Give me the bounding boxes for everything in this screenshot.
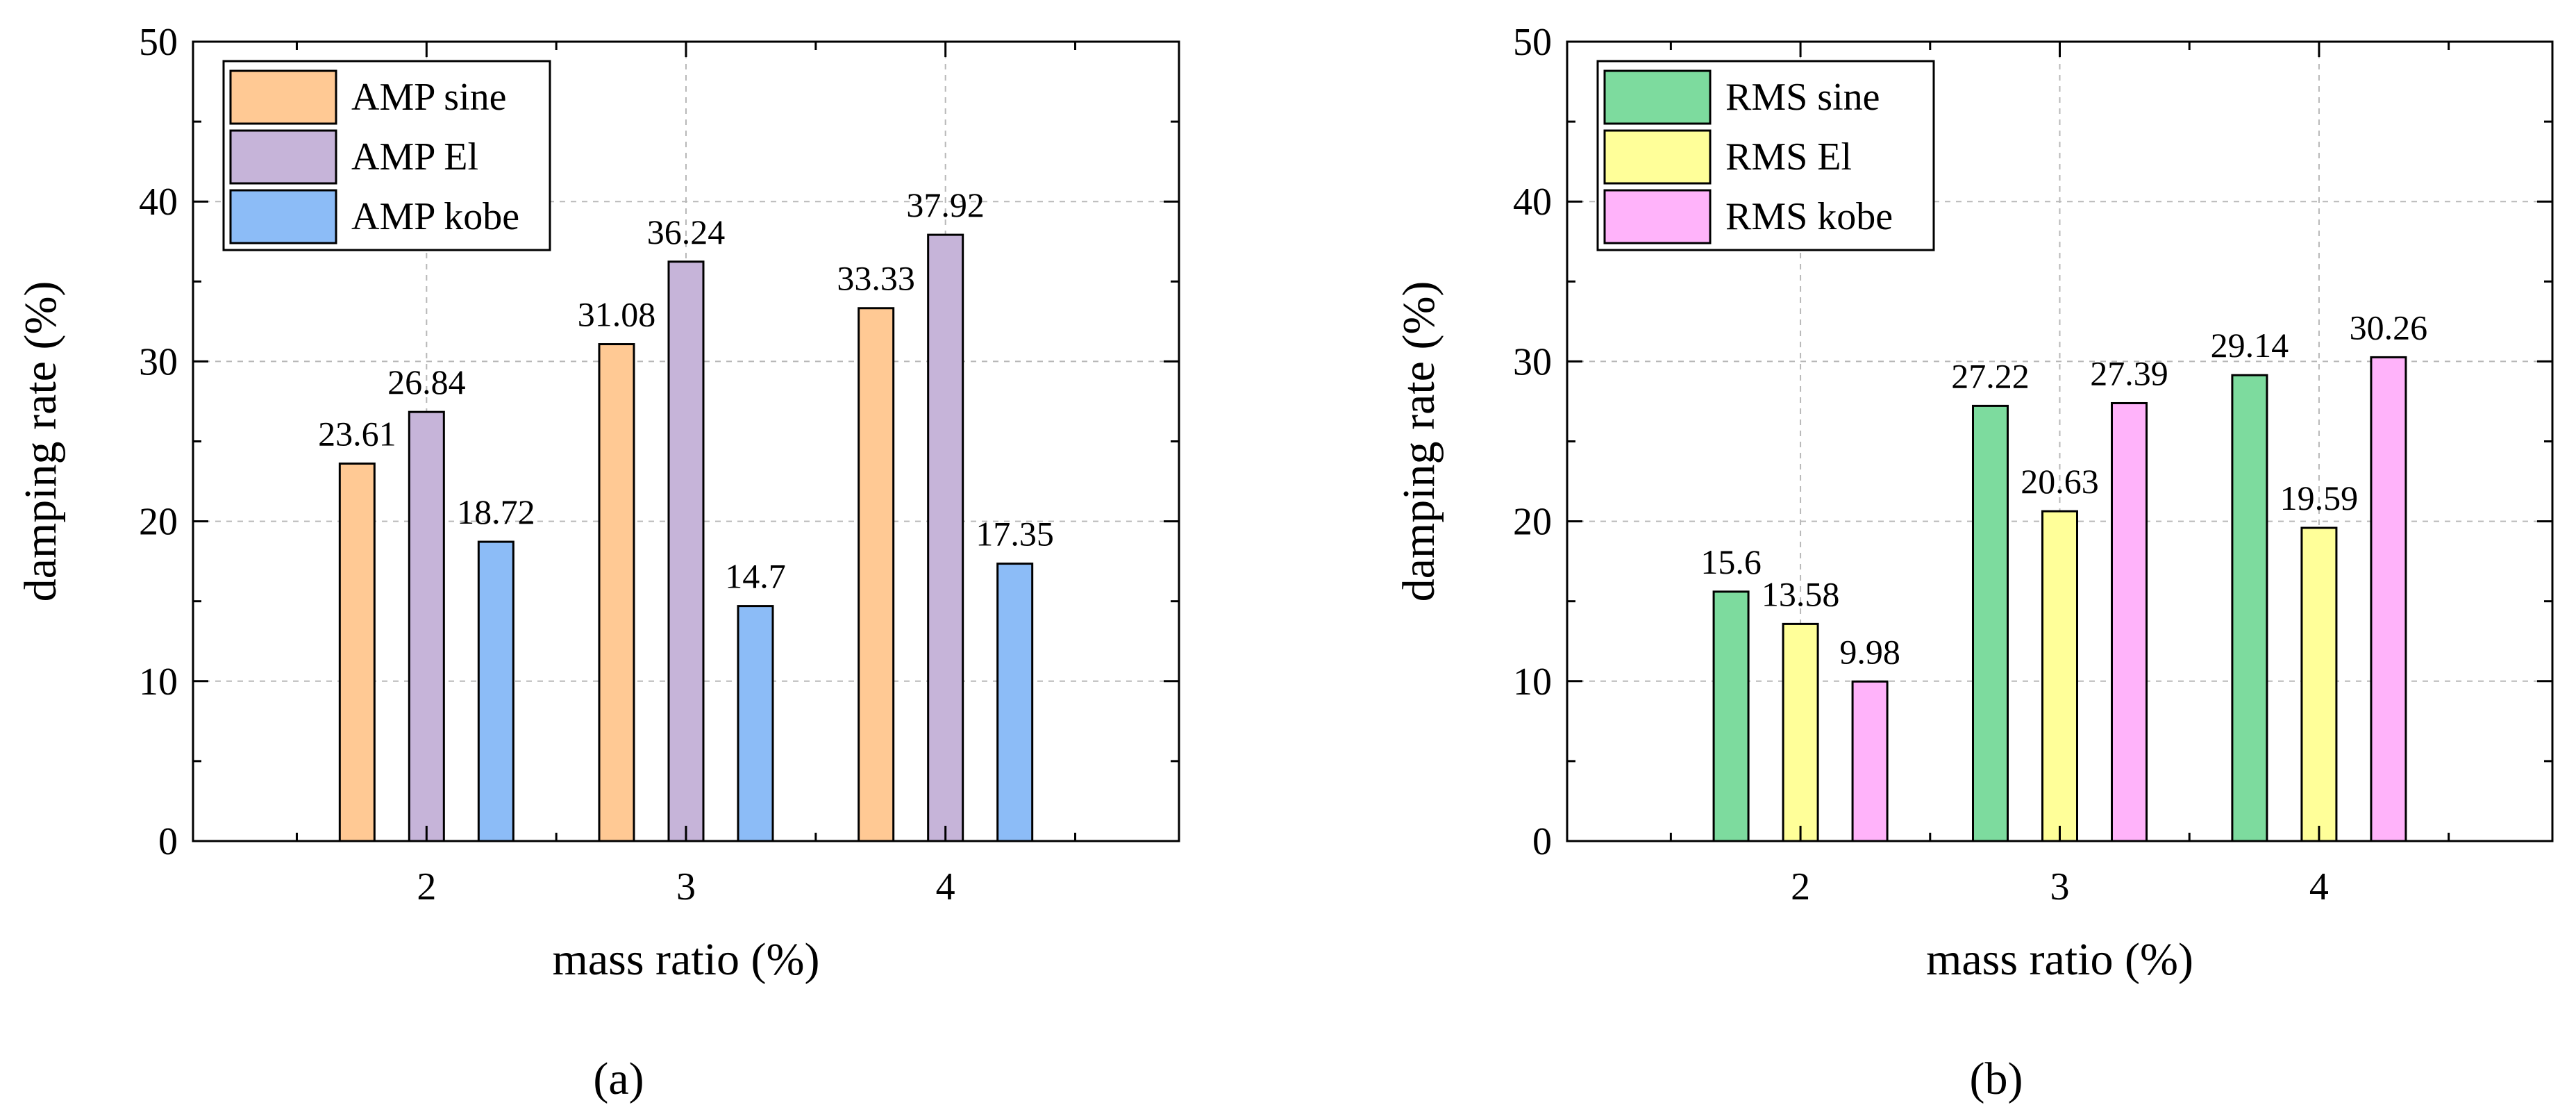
data-label: 20.63 xyxy=(2021,462,2099,501)
bar-rms-el xyxy=(1782,622,1819,842)
panel-a: 23.61 31.08 33.33 26.84 36.24 37.92 18.72 14.7 1… xyxy=(15,21,1180,1104)
y-tick-label: 20 xyxy=(1513,501,1552,544)
x-axis-title: mass ratio (%) xyxy=(1926,934,2193,985)
data-label: 29.14 xyxy=(2211,326,2289,365)
bar-rms-kobe xyxy=(1851,680,1889,842)
bar-amp-sine xyxy=(598,343,635,842)
data-label: 27.22 xyxy=(1951,356,2030,395)
data-label: 33.33 xyxy=(837,259,915,298)
x-axis-title: mass ratio (%) xyxy=(553,934,820,985)
y-tick-label: 50 xyxy=(1513,21,1552,64)
bar-rms-sine xyxy=(1712,590,1750,842)
data-label: 31.08 xyxy=(578,295,656,334)
bar-rms-el xyxy=(2041,510,2078,842)
data-label: 17.35 xyxy=(976,515,1054,554)
y-tick-label: 0 xyxy=(1532,820,1552,863)
legend-swatch xyxy=(1603,69,1712,125)
legend-entry: AMP kobe xyxy=(351,195,519,238)
legend-entry: RMS sine xyxy=(1725,76,1880,119)
panel-label: (b) xyxy=(1970,1054,2023,1104)
data-label: 23.61 xyxy=(318,414,396,453)
bar-amp-kobe xyxy=(477,540,515,842)
ticks: 0 10 20 30 40 50 2 3 4 xyxy=(139,21,1179,908)
bar-rms-sine xyxy=(1972,404,2009,842)
data-label: 9.98 xyxy=(1839,632,1900,671)
bars: 15.6 27.22 29.14 13.58 20.63 19.59 9.98 27.39 30… xyxy=(1700,308,2428,842)
data-label: 18.72 xyxy=(457,492,535,531)
bar-rms-el xyxy=(2300,526,2338,842)
y-axis-title: damping rate (%) xyxy=(15,281,66,602)
legend-entry: AMP El xyxy=(351,135,478,178)
y-tick-label: 40 xyxy=(1513,181,1552,224)
x-tick-label: 4 xyxy=(936,865,955,908)
bar-rms-kobe xyxy=(2370,356,2407,842)
legend-entry: AMP sine xyxy=(351,76,507,119)
x-tick-label: 3 xyxy=(2050,865,2070,908)
x-tick-label: 3 xyxy=(676,865,696,908)
data-label: 26.84 xyxy=(387,363,466,401)
y-tick-label: 10 xyxy=(139,660,178,704)
x-tick-label: 2 xyxy=(1791,865,1810,908)
y-axis-title: damping rate (%) xyxy=(1394,281,1444,602)
data-label: 30.26 xyxy=(2350,308,2428,347)
y-tick-label: 40 xyxy=(139,181,178,224)
data-label: 19.59 xyxy=(2280,479,2359,517)
x-tick-label: 4 xyxy=(2309,865,2329,908)
data-label: 14.7 xyxy=(725,557,786,596)
data-label: 36.24 xyxy=(647,213,726,251)
legend-swatch xyxy=(1603,129,1712,185)
bar-rms-kobe xyxy=(2111,401,2148,842)
y-tick-label: 20 xyxy=(139,501,178,544)
legend: RMS sine RMS El RMS kobe xyxy=(1596,60,1935,251)
ticks: 0 10 20 30 40 50 2 3 4 xyxy=(1513,21,2552,908)
y-tick-label: 50 xyxy=(139,21,178,64)
bar-amp-el xyxy=(667,260,705,842)
x-tick-label: 2 xyxy=(417,865,436,908)
bars: 23.61 31.08 33.33 26.84 36.24 37.92 18.72 14.7 1… xyxy=(318,185,1054,842)
bar-amp-sine xyxy=(338,462,376,842)
bar-amp-sine xyxy=(858,307,895,842)
legend-swatch xyxy=(229,69,337,125)
legend-entry: RMS kobe xyxy=(1725,195,1893,238)
bar-rms-sine xyxy=(2231,374,2268,842)
y-tick-label: 30 xyxy=(139,340,178,383)
bar-amp-kobe xyxy=(737,605,774,842)
data-label: 15.6 xyxy=(1700,542,1762,581)
y-tick-label: 10 xyxy=(1513,660,1552,704)
bar-amp-el xyxy=(408,410,445,842)
panel-label: (a) xyxy=(593,1054,644,1104)
data-label: 13.58 xyxy=(1762,574,1840,613)
bar-amp-kobe xyxy=(996,563,1034,842)
y-tick-label: 30 xyxy=(1513,340,1552,383)
legend-entry: RMS El xyxy=(1725,135,1852,178)
legend-swatch xyxy=(1603,189,1712,244)
y-tick-label: 0 xyxy=(158,820,178,863)
legend: AMP sine AMP El AMP kobe xyxy=(222,60,551,251)
data-label: 27.39 xyxy=(2090,354,2168,392)
legend-swatch xyxy=(229,129,337,185)
bar-amp-el xyxy=(927,233,964,842)
data-label: 37.92 xyxy=(906,185,985,224)
legend-swatch xyxy=(229,189,337,244)
